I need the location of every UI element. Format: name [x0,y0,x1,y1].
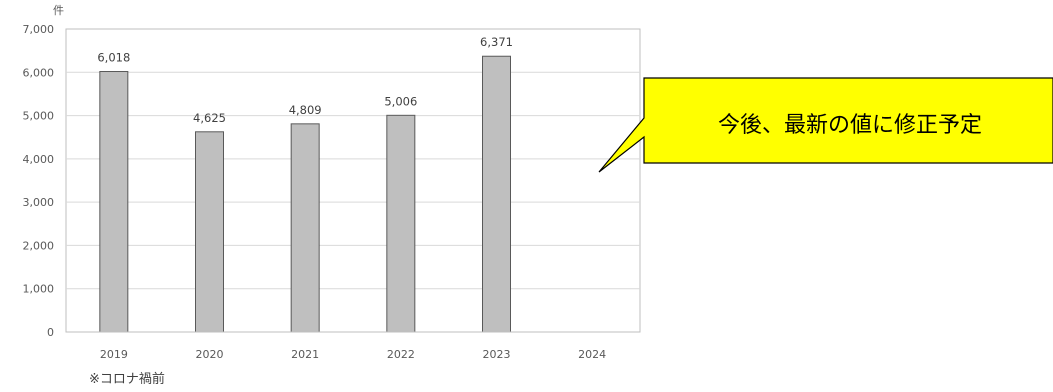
x-tick-label: 2021 [291,348,319,361]
data-labels: 6,018 4,625 4,809 5,006 6,371 [97,35,513,125]
x-tick-label: 2024 [578,348,606,361]
bar [99,71,129,333]
data-label: 6,018 [97,51,130,65]
x-tick-label: 2022 [387,348,415,361]
x-tick-label: 2019 [100,348,128,361]
y-tick-label: 0 [47,326,54,339]
plot-area [65,28,641,333]
y-tick-label: 1,000 [23,283,55,296]
bar [386,114,416,333]
bar [290,123,320,333]
y-tick-label: 3,000 [23,196,55,209]
callout-text: 今後、最新の値に修正予定 [718,113,982,138]
x-tick-label: 2023 [483,348,511,361]
y-axis-ticks: 0 1,000 2,000 3,000 4,000 5,000 6,000 7,000 [23,23,55,339]
data-label: 6,371 [480,35,513,49]
bar [195,131,224,333]
data-label: 4,809 [289,103,322,117]
x-axis-ticks: 2019 2020 2021 2022 2023 2024 [100,348,606,361]
footnote: ※コロナ禍前 [89,371,165,387]
y-tick-label: 5,000 [23,110,55,123]
gridlines [66,71,640,290]
data-label: 4,625 [193,111,226,125]
x-tick-label: 2020 [196,348,224,361]
callout-bubble [598,77,1053,173]
y-axis-unit-label: 件 [53,4,64,17]
bars [99,55,511,333]
bar [482,55,511,333]
data-label: 5,006 [384,94,417,108]
y-tick-label: 2,000 [23,239,55,252]
y-tick-label: 7,000 [23,23,55,36]
y-tick-label: 6,000 [23,66,55,79]
y-tick-label: 4,000 [23,153,55,166]
